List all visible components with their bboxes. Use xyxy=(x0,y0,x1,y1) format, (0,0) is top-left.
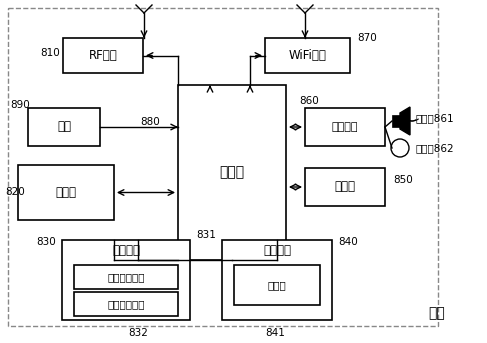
Text: 音频电路: 音频电路 xyxy=(332,122,358,132)
Bar xyxy=(305,108,385,146)
Polygon shape xyxy=(400,107,410,135)
Text: RF电路: RF电路 xyxy=(89,49,117,62)
Text: 传声器862: 传声器862 xyxy=(415,143,453,153)
Text: WiFi模块: WiFi模块 xyxy=(289,49,326,62)
Bar xyxy=(8,8,438,326)
Text: 841: 841 xyxy=(265,328,285,338)
Text: 指纹识别模组: 指纹识别模组 xyxy=(107,272,145,282)
Text: 850: 850 xyxy=(393,175,413,185)
Text: 870: 870 xyxy=(357,33,377,43)
Text: 831: 831 xyxy=(196,230,216,240)
Text: 手机: 手机 xyxy=(428,306,445,320)
Bar xyxy=(222,240,332,320)
Text: 存储器: 存储器 xyxy=(56,186,76,199)
Bar xyxy=(74,292,178,316)
Bar xyxy=(28,108,100,146)
Text: 830: 830 xyxy=(36,237,56,247)
Text: 832: 832 xyxy=(128,328,148,338)
Text: 显示屏: 显示屏 xyxy=(268,280,286,290)
Bar xyxy=(265,38,350,73)
Bar xyxy=(234,265,320,305)
Bar xyxy=(18,165,114,220)
Bar xyxy=(74,265,178,289)
Text: 810: 810 xyxy=(40,48,60,58)
Text: 其他输入设备: 其他输入设备 xyxy=(107,299,145,309)
Bar xyxy=(63,38,143,73)
Bar xyxy=(62,240,190,320)
Text: 电源: 电源 xyxy=(57,120,71,133)
Text: 860: 860 xyxy=(299,96,319,106)
Text: 处理器: 处理器 xyxy=(220,166,244,179)
Text: 输入单元: 输入单元 xyxy=(112,244,140,257)
Text: 扬声器861: 扬声器861 xyxy=(415,113,453,123)
Bar xyxy=(305,168,385,206)
Bar xyxy=(392,115,400,127)
Text: 880: 880 xyxy=(140,117,160,127)
Text: 840: 840 xyxy=(338,237,358,247)
Text: 890: 890 xyxy=(10,100,30,110)
Bar xyxy=(178,85,286,260)
Text: 传感器: 传感器 xyxy=(335,180,356,193)
Text: 820: 820 xyxy=(5,187,25,197)
Text: 显示单元: 显示单元 xyxy=(263,244,291,257)
